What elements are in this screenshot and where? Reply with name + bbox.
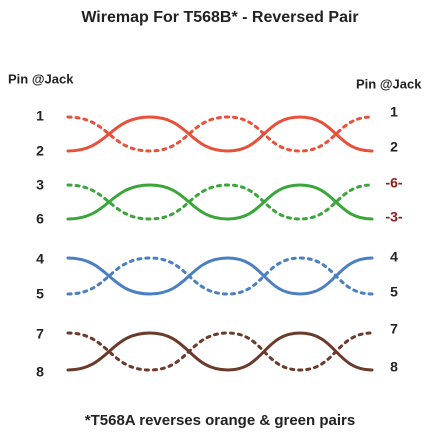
right-pin-label: 8 xyxy=(390,359,398,375)
right-pin-label: 7 xyxy=(390,321,398,337)
footnote: *T568A reverses orange & green pairs xyxy=(85,412,355,429)
left-header: Pin @Jack xyxy=(8,71,74,86)
right-pin-label: 5 xyxy=(390,284,398,300)
left-pin-label: 7 xyxy=(36,326,44,342)
right-header: Pin @Jack xyxy=(356,76,422,91)
left-pin-label: 3 xyxy=(36,177,44,193)
wire-dotted xyxy=(66,115,374,153)
wire-solid xyxy=(66,331,374,372)
title: Wiremap For T568B* - Reversed Pair xyxy=(81,9,358,26)
wire-dotted xyxy=(66,183,374,221)
right-pin-label: 4 xyxy=(390,249,398,265)
wires xyxy=(66,115,374,372)
wire-solid xyxy=(66,115,374,153)
right-pin-label: 1 xyxy=(390,104,398,120)
wire-dotted xyxy=(66,256,374,296)
wire-dotted xyxy=(66,331,374,372)
left-pin-label: 2 xyxy=(36,143,44,159)
wire-solid xyxy=(66,183,374,221)
left-pin-label: 5 xyxy=(36,286,44,302)
right-pin-label: -3- xyxy=(385,209,402,225)
left-pin-label: 8 xyxy=(36,364,44,380)
left-pin-label: 4 xyxy=(36,251,44,267)
left-pin-label: 6 xyxy=(36,211,44,227)
left-pin-label: 1 xyxy=(36,108,44,124)
right-pin-label: -6- xyxy=(385,175,402,191)
right-pin-label: 2 xyxy=(390,139,398,155)
wire-solid xyxy=(66,256,374,296)
